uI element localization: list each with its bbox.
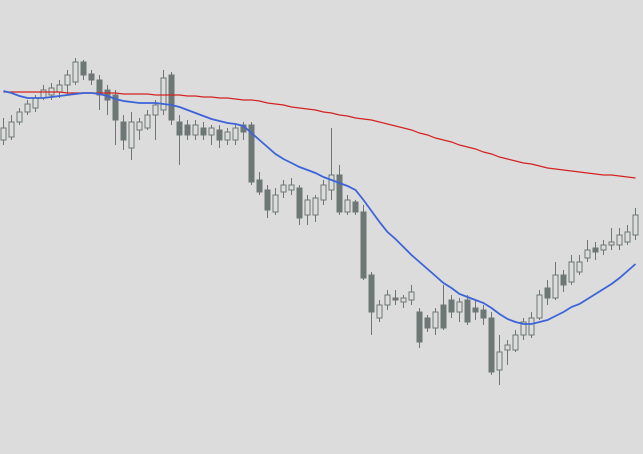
candle-body xyxy=(400,297,407,303)
candle-body xyxy=(288,184,295,191)
candle-body xyxy=(552,274,559,299)
candle-body xyxy=(264,189,271,211)
candle-body xyxy=(368,274,375,313)
candle-body xyxy=(152,104,159,116)
candle-body xyxy=(360,211,367,279)
moving-average-line xyxy=(3,91,636,179)
candle-body xyxy=(352,201,359,213)
candle-body xyxy=(392,297,399,301)
candle-body xyxy=(528,317,535,336)
candle-body xyxy=(408,291,415,301)
candle-body xyxy=(32,97,39,109)
candle-body xyxy=(160,77,167,111)
candle-body xyxy=(632,214,639,236)
candle-body xyxy=(344,199,351,213)
candle-body xyxy=(192,124,199,136)
candle-body xyxy=(480,309,487,319)
candle-body xyxy=(296,187,303,219)
candle-body xyxy=(64,74,71,86)
candle-body xyxy=(112,94,119,121)
candle-body xyxy=(312,197,319,216)
candle-body xyxy=(560,274,567,286)
candle-body xyxy=(184,124,191,136)
candle-body xyxy=(272,194,279,213)
candle-body xyxy=(608,241,615,246)
candle-body xyxy=(208,127,215,136)
candle-body xyxy=(336,174,343,213)
candle-body xyxy=(440,304,447,329)
candle-body xyxy=(520,321,527,336)
candle-body xyxy=(464,299,471,323)
candle-body xyxy=(136,121,143,131)
candle-body xyxy=(376,304,383,319)
candle-body xyxy=(176,121,183,136)
candle-body xyxy=(200,127,207,136)
candle-body xyxy=(0,127,7,141)
candle-body xyxy=(448,299,455,313)
candle-body xyxy=(24,103,31,113)
candle-body xyxy=(328,174,335,191)
candle-body xyxy=(584,249,591,259)
candle-body xyxy=(128,121,135,149)
candle-body xyxy=(224,131,231,141)
moving-average-line xyxy=(3,90,637,325)
candle-body xyxy=(216,129,223,141)
candle-body xyxy=(568,261,575,283)
candle-body xyxy=(248,124,255,183)
candle-body xyxy=(488,317,495,373)
candle-body xyxy=(432,311,439,329)
candle-body xyxy=(56,84,63,93)
candle-body xyxy=(40,89,47,99)
candle-body xyxy=(320,184,327,201)
candle-body xyxy=(80,61,87,76)
candle-body xyxy=(16,111,23,123)
candle-body xyxy=(232,127,239,141)
candle-body xyxy=(576,261,583,273)
candle-body xyxy=(96,79,103,96)
candle-body xyxy=(280,184,287,193)
candle-body xyxy=(544,287,551,299)
candle-body xyxy=(424,317,431,329)
candle-body xyxy=(512,334,519,351)
candle-body xyxy=(304,199,311,216)
candle-body xyxy=(72,61,79,83)
candle-body xyxy=(8,121,15,138)
candle-body xyxy=(504,344,511,351)
candle-body xyxy=(472,307,479,313)
candle-body xyxy=(168,74,175,121)
candle-body xyxy=(384,294,391,306)
candle-body xyxy=(616,234,623,246)
candle-body xyxy=(144,114,151,129)
candle-body xyxy=(496,351,503,371)
candle-body xyxy=(256,179,263,193)
candle-body xyxy=(592,247,599,253)
candle-body xyxy=(88,73,95,81)
candle-body xyxy=(416,311,423,343)
candle-body xyxy=(536,294,543,319)
candle-body xyxy=(456,301,463,313)
candle-body xyxy=(120,121,127,141)
candle-body xyxy=(600,244,607,251)
candle-body xyxy=(624,231,631,243)
